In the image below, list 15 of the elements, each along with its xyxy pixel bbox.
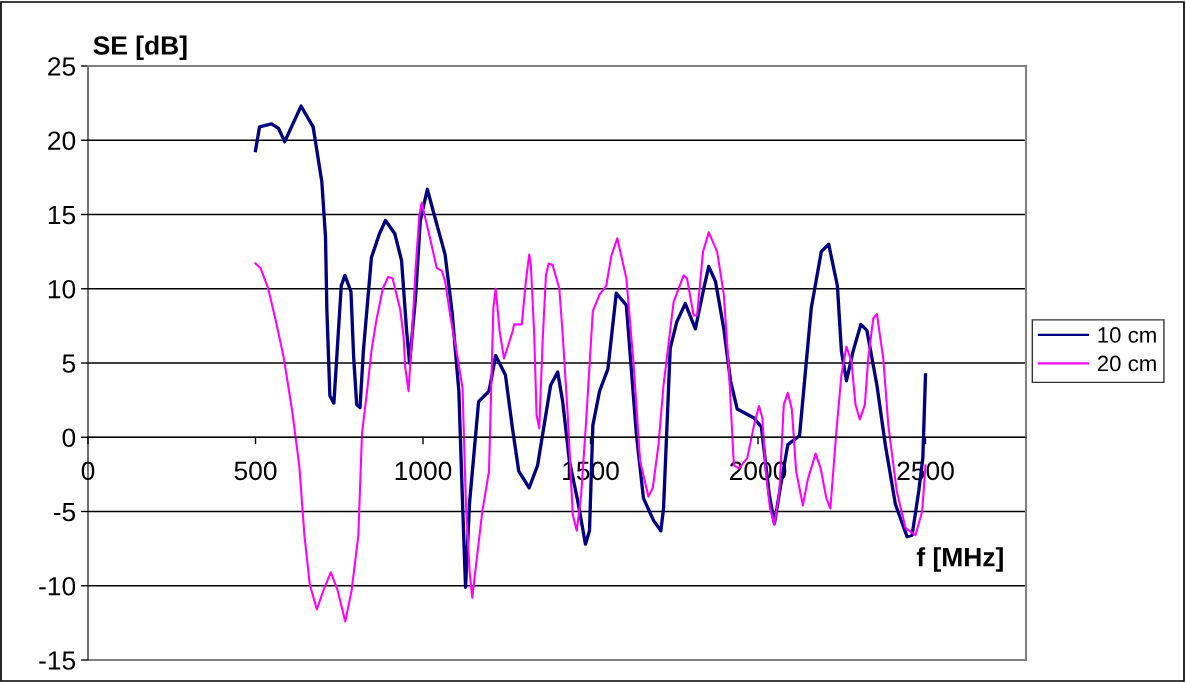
y-axis-title: SE [dB] <box>93 35 187 61</box>
legend-label: 10 cm <box>1098 327 1156 343</box>
y-tick-label: -15 <box>39 651 76 670</box>
y-tick-label: -10 <box>39 576 76 596</box>
y-tick-label: -5 <box>53 502 76 522</box>
x-axis-title: f [MHz] <box>916 547 1003 572</box>
y-tick-label: 15 <box>48 205 76 225</box>
y-tick-label: 20 <box>48 131 76 151</box>
y-tick-label: 10 <box>48 279 76 299</box>
y-tick-label: 5 <box>62 354 76 373</box>
x-tick-label: 500 <box>234 461 277 481</box>
x-tick-label: 1000 <box>395 461 452 481</box>
y-tick-label: 25 <box>48 57 76 76</box>
y-tick-label: 0 <box>62 428 76 448</box>
legend-label: 20 cm <box>1097 355 1156 372</box>
